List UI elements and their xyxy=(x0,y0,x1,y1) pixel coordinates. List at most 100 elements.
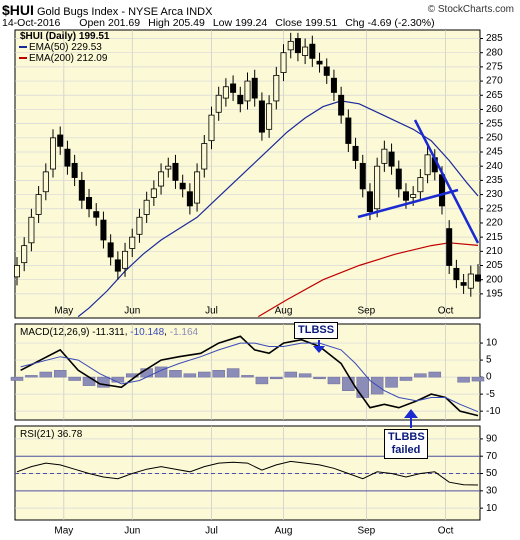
macd-line xyxy=(20,335,479,417)
y-tick-label: 250 xyxy=(486,132,503,143)
candle-body xyxy=(179,182,186,190)
candle-body xyxy=(100,219,107,241)
candle-body xyxy=(258,100,265,133)
legend-entry: EMA(50) 229.53 xyxy=(29,42,102,53)
histogram-bar xyxy=(457,376,470,383)
legend-entry: $HUI (Daily) 199.51 xyxy=(20,31,110,42)
x-tick-label: Jul xyxy=(205,306,218,317)
y-tick-label: 245 xyxy=(486,147,503,158)
candle-body xyxy=(114,259,121,272)
y-tick-label: 210 xyxy=(486,246,503,257)
histogram-bar xyxy=(53,370,67,378)
candle-body xyxy=(338,94,345,116)
y-tick-label: 280 xyxy=(486,47,503,58)
candle-body xyxy=(42,171,49,193)
candle-body xyxy=(453,267,460,281)
y-tick-label: 10 xyxy=(486,503,498,514)
panel-legend: MACD(12,26,9) -11.311, -10.148, -1.164 xyxy=(20,327,199,338)
symbol: $HUI xyxy=(2,2,34,18)
quote-label: Chg xyxy=(345,17,365,29)
histogram-bar xyxy=(414,373,427,378)
candle-body xyxy=(309,43,316,59)
y-tick-label: 260 xyxy=(486,104,503,115)
histogram-bar xyxy=(241,375,254,378)
legend-entry: EMA(200) 212.09 xyxy=(29,53,108,64)
y-tick-label: 270 xyxy=(486,76,503,87)
macd-line xyxy=(20,342,479,413)
quote-value: 201.69 xyxy=(107,17,141,29)
candle-body xyxy=(467,273,474,289)
candle-body xyxy=(57,134,64,147)
candle-body xyxy=(129,236,136,249)
ema-line xyxy=(77,100,479,318)
quote-label: Close xyxy=(275,17,303,29)
candle-body xyxy=(208,114,215,142)
y-tick-label: 50 xyxy=(486,468,498,479)
legend-value: -1.164 xyxy=(170,327,199,338)
histogram-bar xyxy=(111,376,125,383)
candle-body xyxy=(35,194,42,215)
trendline xyxy=(357,188,459,219)
candle-body xyxy=(330,77,337,93)
histogram-bar xyxy=(68,376,81,381)
quote-label: High xyxy=(148,17,170,29)
candle-body xyxy=(316,60,323,65)
quote-label: Low xyxy=(212,17,233,29)
candle-body xyxy=(410,194,417,198)
x-tick-label: May xyxy=(54,526,73,537)
histogram-bar xyxy=(284,371,297,378)
candle-body xyxy=(230,83,237,93)
header-title: $HUI Gold Bugs Index - NYSE Arca INDX xyxy=(2,2,212,18)
candle-body xyxy=(50,137,57,170)
histogram-bar xyxy=(25,375,38,378)
candle-body xyxy=(222,86,229,99)
candle-body xyxy=(237,94,244,105)
histogram-bar xyxy=(82,376,96,386)
candle-body xyxy=(215,94,222,113)
candle-body xyxy=(287,40,294,51)
y-tick-label: 265 xyxy=(486,90,503,101)
quote-value: -4.69 (-2.30%) xyxy=(367,17,435,29)
quote-value: 199.51 xyxy=(305,17,338,29)
candle-body xyxy=(474,274,481,282)
rsi-line xyxy=(16,460,479,486)
legend-value: 36.78 xyxy=(57,429,82,440)
x-tick-label: Oct xyxy=(438,306,454,317)
histogram-bar xyxy=(385,376,398,388)
candle-body xyxy=(424,154,431,176)
histogram-bar xyxy=(198,371,211,378)
y-tick-label: 5 xyxy=(486,355,492,366)
candle-body xyxy=(280,52,287,73)
histogram-bar xyxy=(399,376,413,381)
panel-title: RSI(21) xyxy=(20,429,54,440)
candle-body xyxy=(194,171,201,204)
candle-body xyxy=(446,228,453,266)
candle-body xyxy=(402,191,409,201)
candle-body xyxy=(244,80,251,102)
candle-body xyxy=(366,191,373,212)
candle-body xyxy=(251,77,258,99)
candle-body xyxy=(388,151,395,167)
candle-body xyxy=(107,242,114,258)
candle-body xyxy=(460,282,467,286)
candle-body xyxy=(150,188,157,198)
candle-body xyxy=(417,177,424,193)
arrow xyxy=(404,409,418,428)
candle-body xyxy=(352,145,359,161)
candle-body xyxy=(165,165,172,170)
histogram-bar xyxy=(226,368,240,378)
legend-value: -10.148 xyxy=(130,327,164,338)
candle-body xyxy=(323,66,330,76)
candle-body xyxy=(71,162,78,178)
candle-body xyxy=(345,117,352,144)
histogram-bar xyxy=(471,376,485,382)
candle-body xyxy=(13,265,20,278)
histogram-bar xyxy=(169,370,182,378)
legend-label: EMA(200) xyxy=(29,53,74,64)
y-tick-label: 0 xyxy=(486,372,492,383)
y-tick-label: 220 xyxy=(486,218,503,229)
date: 14-Oct-2016 xyxy=(2,17,61,29)
x-tick-label: Aug xyxy=(275,306,293,317)
